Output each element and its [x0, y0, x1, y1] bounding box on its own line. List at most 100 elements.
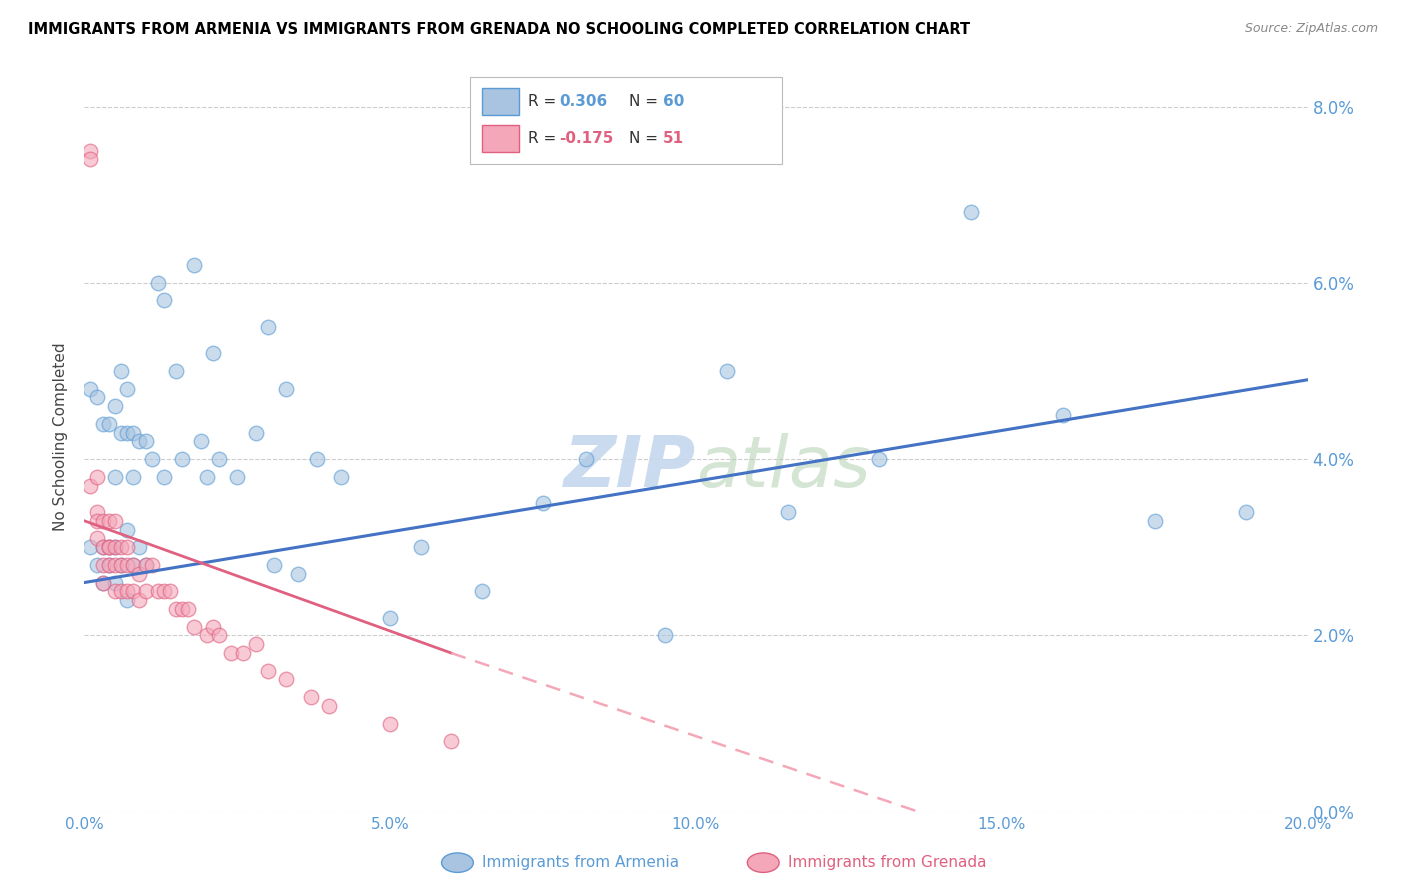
- Point: [1052, 408, 1074, 422]
- Text: Source: ZipAtlas.com: Source: ZipAtlas.com: [1244, 22, 1378, 36]
- Point: [960, 205, 983, 219]
- Point: [91, 575, 114, 590]
- Point: [471, 584, 494, 599]
- FancyBboxPatch shape: [482, 88, 519, 115]
- Point: [91, 417, 114, 431]
- Point: [110, 558, 132, 572]
- Text: IMMIGRANTS FROM ARMENIA VS IMMIGRANTS FROM GRENADA NO SCHOOLING COMPLETED CORREL: IMMIGRANTS FROM ARMENIA VS IMMIGRANTS FR…: [28, 22, 970, 37]
- Circle shape: [441, 853, 474, 872]
- Point: [654, 628, 676, 642]
- Point: [104, 469, 127, 483]
- Text: N =: N =: [628, 130, 662, 145]
- Point: [172, 602, 194, 616]
- Point: [122, 558, 145, 572]
- Text: 60: 60: [664, 94, 685, 109]
- Point: [86, 469, 108, 483]
- Point: [1143, 514, 1166, 528]
- Point: [201, 346, 224, 360]
- Point: [97, 558, 120, 572]
- Point: [330, 469, 353, 483]
- Point: [91, 514, 114, 528]
- Point: [115, 558, 138, 572]
- Point: [141, 558, 163, 572]
- Point: [177, 602, 200, 616]
- Text: N =: N =: [628, 94, 662, 109]
- Circle shape: [748, 853, 779, 872]
- Point: [219, 646, 242, 660]
- Point: [122, 558, 145, 572]
- Point: [159, 584, 181, 599]
- Point: [122, 425, 145, 440]
- Point: [575, 452, 598, 467]
- Point: [165, 602, 187, 616]
- Point: [183, 619, 205, 633]
- Point: [128, 593, 150, 607]
- Point: [104, 514, 127, 528]
- Point: [1236, 505, 1258, 519]
- Point: [110, 364, 132, 378]
- Text: Immigrants from Grenada: Immigrants from Grenada: [787, 855, 986, 871]
- Point: [91, 541, 114, 555]
- Point: [165, 364, 187, 378]
- Point: [153, 584, 176, 599]
- Point: [409, 541, 432, 555]
- Point: [97, 541, 120, 555]
- Text: R =: R =: [529, 94, 561, 109]
- Point: [122, 584, 145, 599]
- Point: [318, 698, 340, 713]
- Point: [263, 558, 285, 572]
- Point: [97, 417, 120, 431]
- Point: [104, 541, 127, 555]
- Point: [104, 399, 127, 413]
- Point: [869, 452, 891, 467]
- Point: [146, 584, 169, 599]
- Point: [135, 584, 157, 599]
- Point: [135, 558, 157, 572]
- Point: [122, 469, 145, 483]
- Point: [86, 532, 108, 546]
- Point: [257, 664, 280, 678]
- Point: [287, 566, 309, 581]
- Point: [299, 690, 322, 705]
- Point: [79, 541, 101, 555]
- Point: [135, 558, 157, 572]
- Point: [201, 619, 224, 633]
- Point: [104, 558, 127, 572]
- Point: [79, 144, 101, 158]
- Point: [79, 382, 101, 396]
- Text: -0.175: -0.175: [560, 130, 613, 145]
- Point: [226, 469, 249, 483]
- Point: [104, 584, 127, 599]
- Point: [104, 575, 127, 590]
- Point: [153, 293, 176, 308]
- Point: [195, 469, 218, 483]
- Point: [86, 391, 108, 405]
- Point: [305, 452, 328, 467]
- Point: [276, 382, 298, 396]
- Point: [86, 558, 108, 572]
- FancyBboxPatch shape: [482, 125, 519, 152]
- Point: [208, 452, 231, 467]
- Point: [79, 478, 101, 492]
- Point: [245, 425, 267, 440]
- Point: [245, 637, 267, 651]
- Point: [91, 575, 114, 590]
- Point: [232, 646, 254, 660]
- Text: ZIP: ZIP: [564, 433, 696, 501]
- Point: [115, 523, 138, 537]
- Point: [135, 434, 157, 449]
- Point: [115, 541, 138, 555]
- FancyBboxPatch shape: [470, 78, 782, 163]
- Point: [531, 496, 554, 510]
- Text: Immigrants from Armenia: Immigrants from Armenia: [482, 855, 679, 871]
- Point: [146, 276, 169, 290]
- Y-axis label: No Schooling Completed: No Schooling Completed: [53, 343, 69, 532]
- Point: [115, 382, 138, 396]
- Point: [183, 258, 205, 272]
- Point: [104, 541, 127, 555]
- Point: [276, 673, 298, 687]
- Point: [110, 558, 132, 572]
- Point: [153, 469, 176, 483]
- Point: [190, 434, 212, 449]
- Point: [128, 566, 150, 581]
